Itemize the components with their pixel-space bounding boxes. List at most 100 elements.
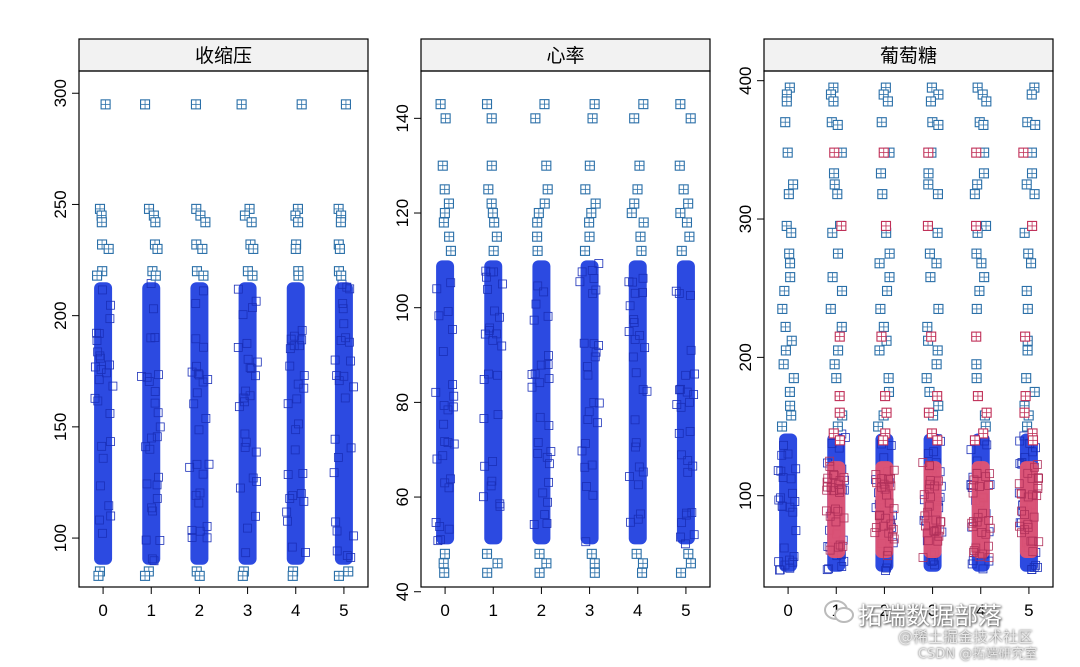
data-point	[448, 325, 457, 334]
x-tick-label: 5	[339, 601, 348, 620]
data-point	[241, 437, 251, 447]
y-tick-label: 120	[393, 199, 412, 227]
data-point	[299, 371, 309, 380]
data-point	[969, 547, 978, 557]
data-point	[147, 503, 157, 513]
y-tick-label: 100	[393, 294, 412, 322]
data-point	[479, 492, 488, 502]
panel-frame	[763, 70, 1054, 588]
data-point	[301, 548, 310, 557]
y-tick-label: 60	[393, 488, 412, 507]
data-point	[582, 482, 591, 491]
data-point	[286, 334, 296, 344]
data-point	[105, 360, 114, 370]
data-point	[681, 539, 690, 549]
data-point	[889, 465, 899, 475]
data-point	[194, 498, 204, 508]
data-point	[969, 546, 979, 556]
data-point	[930, 481, 940, 491]
data-point	[544, 374, 554, 383]
data-point	[969, 475, 979, 485]
data-point	[141, 535, 151, 545]
data-point	[837, 562, 847, 571]
data-point	[638, 288, 647, 297]
data-point	[282, 507, 292, 517]
data-point	[439, 419, 449, 429]
data-point	[149, 304, 158, 314]
data-point	[330, 355, 340, 365]
data-point	[967, 559, 977, 569]
data-point	[144, 377, 154, 386]
data-point	[185, 462, 195, 472]
data-point	[686, 345, 696, 355]
data-point	[685, 397, 694, 407]
data-point	[831, 504, 840, 514]
data-point	[676, 532, 685, 542]
x-tick-label: 3	[928, 601, 937, 620]
data-point	[636, 509, 645, 519]
data-point	[290, 445, 300, 455]
data-point	[329, 468, 339, 478]
data-point	[252, 477, 261, 486]
data-point	[594, 259, 604, 268]
data-point	[889, 504, 899, 514]
data-point	[448, 402, 458, 412]
y-tick-label: 140	[393, 104, 412, 132]
x-tick-label: 3	[585, 601, 594, 620]
data-point	[629, 318, 639, 327]
y-tick-label: 40	[393, 582, 412, 601]
y-tick-label: 200	[736, 343, 755, 371]
data-point	[533, 281, 543, 291]
data-point	[829, 470, 838, 479]
data-point	[98, 453, 108, 463]
data-point	[533, 438, 543, 447]
data-point	[936, 517, 946, 527]
x-tick-label: 4	[633, 601, 642, 620]
data-point	[291, 425, 301, 435]
data-point	[233, 284, 243, 294]
data-point	[436, 535, 445, 545]
data-point	[98, 285, 107, 295]
data-point	[289, 341, 299, 351]
data-point	[542, 519, 552, 528]
data-point	[153, 408, 163, 418]
data-point	[975, 482, 984, 491]
data-point	[776, 466, 786, 476]
data-point	[535, 378, 545, 388]
data-point	[591, 347, 601, 357]
data-point	[248, 473, 258, 483]
data-point	[779, 543, 789, 553]
data-point	[984, 481, 993, 490]
data-point	[194, 370, 204, 380]
data-point	[488, 457, 498, 466]
data-point	[628, 277, 637, 287]
data-point	[338, 304, 348, 314]
data-point	[833, 506, 843, 516]
data-point	[106, 437, 115, 446]
data-point	[233, 343, 243, 352]
data-point	[1033, 481, 1043, 491]
data-point	[480, 329, 490, 339]
data-point	[923, 448, 933, 458]
data-point	[293, 379, 303, 389]
data-point	[777, 450, 787, 460]
y-tick-label: 300	[51, 79, 70, 107]
data-point	[1027, 490, 1037, 500]
data-point	[544, 459, 554, 469]
data-point	[93, 396, 103, 406]
points-layer	[431, 99, 699, 578]
data-point	[1017, 506, 1026, 516]
data-point	[191, 299, 201, 308]
panel-frame	[78, 70, 369, 588]
dense-band	[286, 282, 305, 565]
data-point	[490, 306, 499, 316]
data-point	[235, 483, 245, 493]
data-point	[886, 519, 896, 529]
data-point	[839, 556, 849, 566]
watermark-line-1: @稀土掘金技术社区	[898, 628, 1034, 646]
data-point	[483, 284, 492, 294]
data-point	[538, 488, 548, 498]
data-point	[543, 497, 552, 507]
data-point	[871, 523, 881, 532]
data-point	[886, 474, 896, 484]
